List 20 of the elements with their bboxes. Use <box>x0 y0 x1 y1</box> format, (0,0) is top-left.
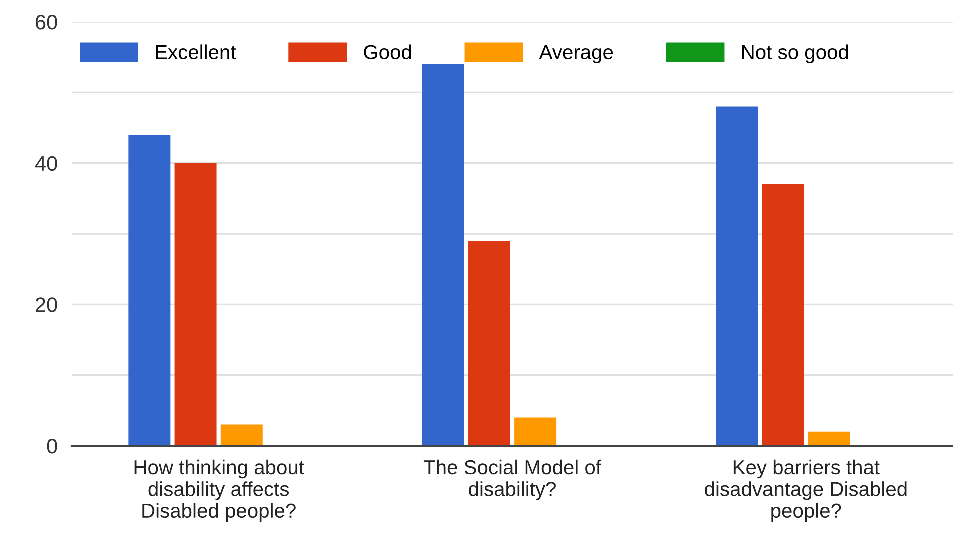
x-tick-label: Key barriers that disadvantage Disabled people? <box>705 460 907 522</box>
bar <box>514 418 557 446</box>
x-tick-label: The Social Model of disability? <box>424 460 602 500</box>
legend-label: Average <box>539 45 614 64</box>
y-tick-label: 60 <box>36 15 58 30</box>
bar <box>468 241 510 446</box>
bar <box>128 135 171 446</box>
legend-label: Excellent <box>156 44 236 60</box>
legend-label: Good <box>364 44 412 60</box>
x-tick-label: How thinking about disability affects Disabled people? <box>134 460 304 522</box>
bar <box>808 432 850 446</box>
bar <box>762 184 804 446</box>
bar <box>174 163 217 446</box>
y-tick-label: 20 <box>36 298 58 312</box>
legend-label: Not so good <box>742 44 848 64</box>
bar <box>220 424 263 446</box>
y-tick-label: 0 <box>47 439 58 454</box>
bar <box>422 64 464 446</box>
y-tick-label: 40 <box>35 156 58 172</box>
bar <box>716 106 758 446</box>
